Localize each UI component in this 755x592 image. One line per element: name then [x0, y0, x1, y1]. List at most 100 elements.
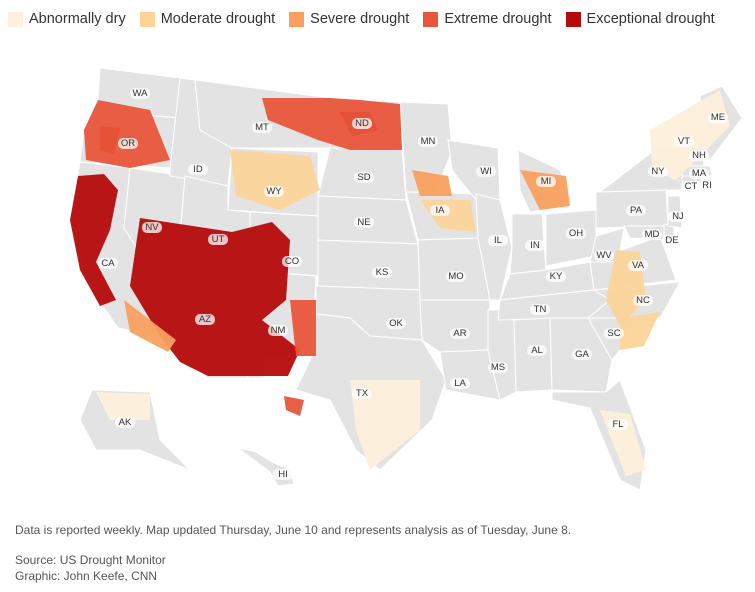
state-label-bg: [188, 164, 208, 175]
legend-item: Severe drought: [289, 11, 409, 27]
state-label-mo: MO: [448, 271, 463, 282]
state-label-bg: [708, 112, 728, 123]
drought-area: [284, 396, 304, 416]
state-label-tn: TN: [534, 304, 547, 315]
state-labels: WA OR CA NV ID MT WY UT AZ CO NM ND SD NE KS OK TX MN IA MO…: [98, 88, 728, 480]
legend-item: Extreme drought: [423, 11, 552, 27]
drought-area: [520, 170, 570, 210]
state-label-bg: [697, 180, 717, 191]
drought-area: [290, 300, 316, 356]
state-label-bg: [386, 318, 406, 329]
state-label-pa: PA: [630, 205, 643, 216]
drought-area: [412, 170, 452, 196]
state-label-fl: FL: [612, 419, 623, 430]
data-note: Data is reported weekly. Map updated Thu…: [15, 523, 572, 537]
state-label-bg: [572, 349, 592, 360]
state-label-ok: OK: [389, 318, 403, 329]
state-label-in: IN: [530, 240, 540, 251]
drought-area: [124, 300, 176, 352]
state-label-bg: [264, 186, 284, 197]
state-label-nh: NH: [692, 150, 706, 161]
state-label-or: OR: [121, 138, 135, 149]
state-label-bg: [525, 240, 545, 251]
state-label-bg: [628, 260, 648, 271]
drought-map: WA OR CA NV ID MT WY UT AZ CO NM ND SD NE KS OK TX MN IA MO…: [69, 67, 743, 491]
state-label-ct: CT: [685, 181, 698, 192]
drought-area: [350, 380, 420, 470]
state-label-ak: AK: [119, 417, 132, 428]
state-label-bg: [252, 122, 272, 133]
legend-item: Moderate drought: [139, 11, 276, 27]
state-label-nv: NV: [145, 222, 159, 233]
state-label-bg: [354, 172, 374, 183]
drought-area: [130, 218, 300, 376]
state-label-mn: MN: [421, 136, 436, 147]
legend-label: Extreme drought: [444, 11, 552, 27]
drought-area: [262, 98, 402, 150]
legend-label: Severe drought: [310, 11, 410, 27]
state-label-bg: [372, 267, 392, 278]
legend-label: Abnormally dry: [29, 11, 126, 27]
state-label-bg: [488, 235, 508, 246]
state-label-mt: MT: [255, 122, 269, 133]
state-label-bg: [536, 176, 556, 187]
state-shape: [419, 299, 491, 353]
legend-label: Moderate drought: [160, 11, 276, 27]
state-label-wy: WY: [266, 186, 282, 197]
state-label-bg: [662, 235, 682, 246]
drought-area: [620, 312, 660, 350]
state-label-bg: [450, 378, 470, 389]
legend-item: Exceptional drought: [565, 11, 715, 27]
state-label-wi: WI: [480, 166, 492, 177]
state-label-nm: NM: [271, 325, 286, 336]
state-label-bg: [594, 250, 614, 261]
state-shape: [237, 447, 295, 487]
state-label-az: AZ: [199, 314, 211, 325]
state-label-bg: [273, 469, 293, 480]
state-label-bg: [681, 181, 701, 192]
state-label-bg: [352, 118, 372, 129]
state-label-tx: TX: [356, 388, 369, 399]
state-label-bg: [268, 325, 288, 336]
legend-swatch: [565, 11, 581, 27]
state-label-ga: GA: [575, 349, 589, 360]
state-label-va: VA: [632, 260, 645, 271]
state-label-bg: [450, 328, 470, 339]
state-label-bg: [418, 136, 438, 147]
state-label-ne: NE: [357, 217, 370, 228]
state-label-bg: [98, 258, 118, 269]
state-label-bg: [648, 166, 668, 177]
state-label-bg: [130, 88, 150, 99]
state-label-al: AL: [531, 345, 543, 356]
drought-area: [84, 100, 170, 168]
state-label-ri: RI: [702, 180, 712, 191]
legend-swatch: [8, 11, 23, 27]
state-label-mi: MI: [541, 176, 552, 187]
state-label-bg: [208, 234, 228, 245]
state-label-bg: [115, 417, 135, 428]
state-label-il: IL: [494, 235, 502, 246]
state-label-bg: [530, 304, 550, 315]
state-shape: [317, 239, 421, 291]
state-label-hi: HI: [278, 469, 288, 480]
state-label-bg: [282, 256, 302, 267]
source-credit: Source: US Drought Monitor: [15, 553, 166, 567]
state-label-bg: [668, 211, 688, 222]
state-label-bg: [689, 150, 709, 161]
state-label-ms: MS: [491, 362, 505, 373]
state-label-co: CO: [285, 256, 299, 267]
state-label-bg: [488, 362, 508, 373]
state-label-bg: [446, 271, 466, 282]
state-label-nj: NJ: [672, 211, 684, 222]
drought-area: [96, 392, 150, 420]
state-label-ut: UT: [212, 234, 225, 245]
legend-swatch: [139, 11, 155, 27]
legend: Abnormally dry Moderate drought Severe dro…: [8, 8, 729, 30]
state-label-sc: SC: [607, 328, 620, 339]
drought-area: [650, 90, 730, 180]
drought-area: [70, 174, 118, 306]
state-label-de: DE: [665, 235, 678, 246]
state-label-wv: WV: [596, 250, 612, 261]
state-label-bg: [354, 217, 374, 228]
state-label-ky: KY: [550, 271, 563, 282]
